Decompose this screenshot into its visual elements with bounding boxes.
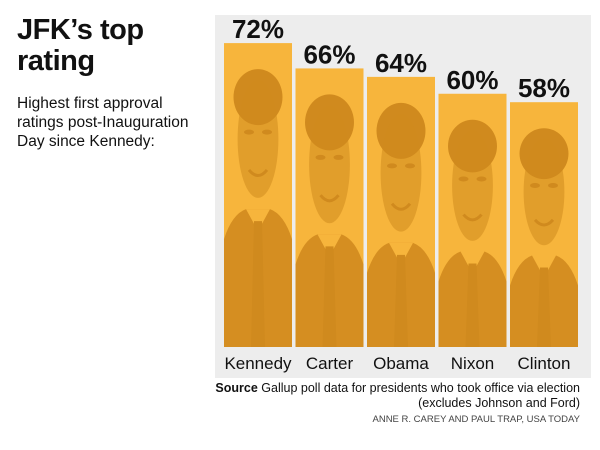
portrait-clinton (510, 128, 578, 347)
credit-line: ANNE R. CAREY AND PAUL TRAP, USA TODAY (372, 414, 581, 425)
source-note: Source Gallup poll data for presidents w… (200, 381, 580, 411)
source-label: Source (215, 381, 258, 395)
portrait-kennedy (224, 69, 292, 347)
category-label-kennedy: Kennedy (224, 354, 292, 373)
category-label-clinton: Clinton (518, 354, 571, 373)
value-label-carter: 66% (303, 39, 355, 69)
value-label-kennedy: 72% (232, 15, 284, 44)
value-label-nixon: 60% (446, 65, 498, 95)
category-label-nixon: Nixon (451, 354, 494, 373)
chart-panel: 72% Kennedy 66% Carter 64% Obama 60% Nixon 58% Cl… (215, 15, 591, 378)
value-label-obama: 64% (375, 48, 427, 78)
chart-subtitle: Highest first approval ratings post-Inau… (17, 95, 189, 150)
portrait-obama (367, 102, 435, 347)
source-text: Gallup poll data for presidents who took… (261, 381, 580, 410)
portrait-carter (295, 94, 364, 347)
value-label-clinton: 58% (518, 73, 570, 103)
chart-title: JFK’s top rating (17, 14, 144, 77)
category-label-carter: Carter (306, 354, 354, 373)
bar-chart: 72% Kennedy 66% Carter 64% Obama 60% Nixon 58% Cl… (224, 15, 578, 373)
portrait-nixon (438, 119, 507, 347)
category-label-obama: Obama (373, 354, 429, 373)
